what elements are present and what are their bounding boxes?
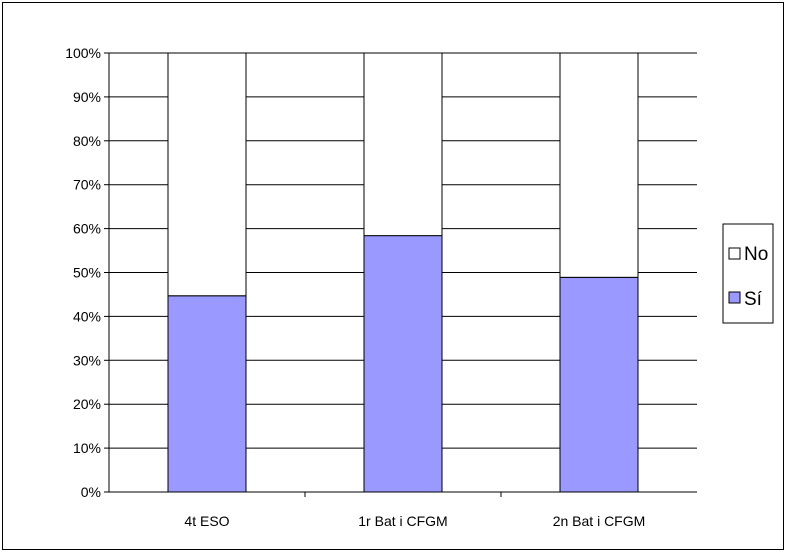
- y-tick-label: 100%: [65, 45, 101, 61]
- y-tick-label: 20%: [73, 396, 101, 412]
- y-tick-label: 0%: [81, 484, 101, 500]
- bars: [167, 52, 639, 493]
- x-tick-labels: 4t ESO 1r Bat i CFGM 2n Bat i CFGM: [184, 492, 645, 529]
- y-tick-label: 60%: [73, 221, 101, 237]
- bar-segment-no: [167, 52, 247, 297]
- bar-segment-si: [559, 276, 639, 493]
- legend-label-si: Sí: [744, 289, 763, 310]
- legend-box: [722, 223, 774, 324]
- x-tick-label: 1r Bat i CFGM: [358, 513, 447, 529]
- y-tick-label: 50%: [73, 265, 101, 281]
- x-tick-label: 2n Bat i CFGM: [553, 513, 646, 529]
- y-tick-label: 80%: [73, 133, 101, 149]
- bar-segment-si: [363, 235, 443, 493]
- y-tick-label: 30%: [73, 352, 101, 368]
- legend-label-no: No: [744, 244, 768, 265]
- y-tick-label: 40%: [73, 308, 101, 324]
- bar-segment-no: [559, 52, 639, 278]
- bar-segment-si: [167, 295, 247, 493]
- legend: No Sí: [722, 223, 774, 324]
- legend-swatch-si: [728, 291, 741, 304]
- y-tick-label: 10%: [73, 440, 101, 456]
- y-ticks: 0% 10% 20% 30% 40% 50% 60% 70% 80% 90% 100%: [65, 45, 109, 500]
- y-tick-label: 70%: [73, 177, 101, 193]
- bar-segment-no: [363, 52, 443, 237]
- y-tick-label: 90%: [73, 89, 101, 105]
- legend-swatch-no: [728, 247, 741, 260]
- x-tick-label: 4t ESO: [184, 513, 229, 529]
